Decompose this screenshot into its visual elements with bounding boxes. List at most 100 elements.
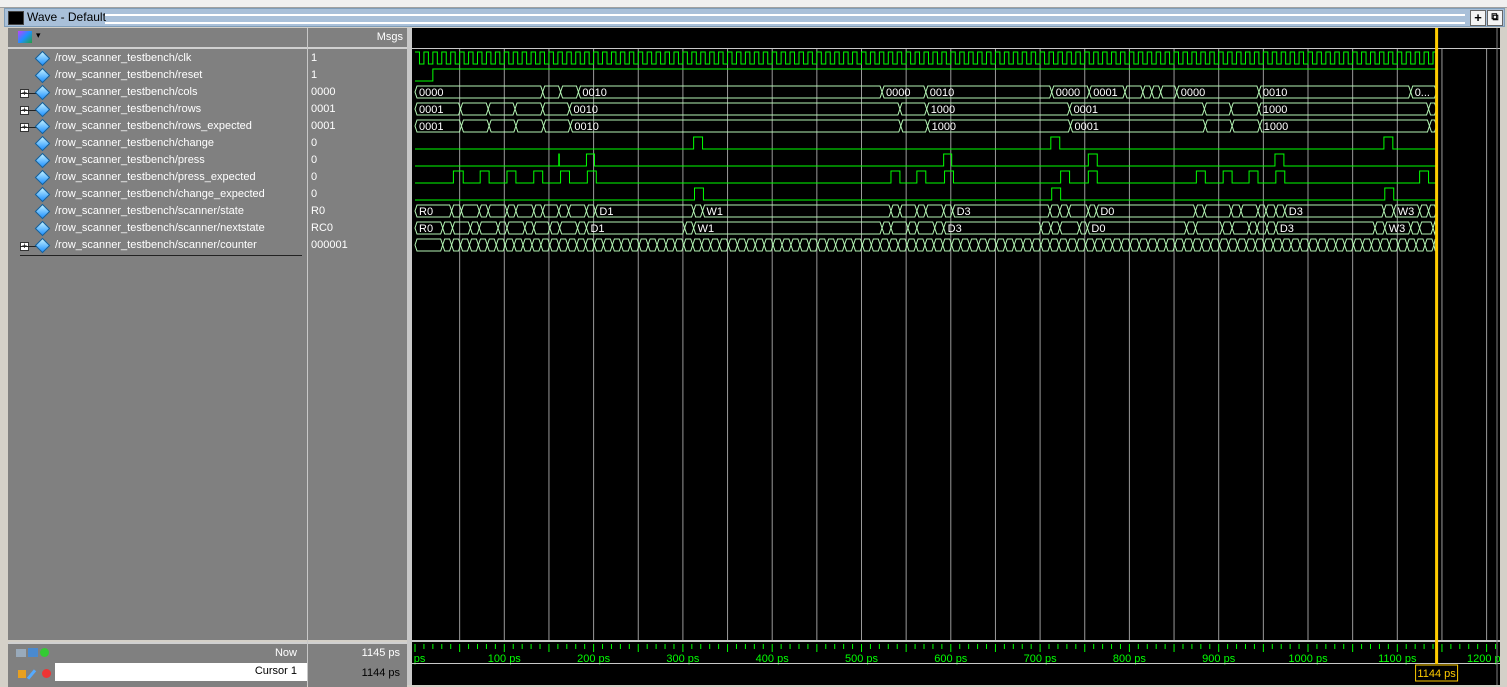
signal-name: /row_scanner_testbench/rows_expected: [55, 120, 252, 132]
bus-segment-counter: [611, 238, 622, 252]
waveform-pane[interactable]: 0000 0010 0000 0010 0000 0001 0000 0010 0... 0001…: [412, 28, 1500, 685]
parent-window-strip: [0, 0, 1507, 8]
titlebar-grip[interactable]: [105, 14, 1465, 24]
bus-segment-counter: [1326, 238, 1337, 252]
signal-row[interactable]: /row_scanner_testbench/clk 1: [0, 50, 407, 67]
dropdown-arrow-icon[interactable]: ▾: [36, 30, 41, 40]
delete-cursor-icon[interactable]: [42, 669, 51, 678]
axis-label: 400 ps: [756, 653, 790, 665]
signal-row[interactable]: /row_scanner_testbench/change_expected 0: [0, 186, 407, 203]
bus-segment-counter: [1102, 238, 1113, 252]
vertical-scrollbar[interactable]: [1500, 28, 1507, 685]
bus-segment-counter: [710, 238, 721, 252]
signal-value: 0001: [311, 120, 336, 132]
signal-row[interactable]: /row_scanner_testbench/reset 1: [0, 67, 407, 84]
bus-segment-counter: [1192, 238, 1203, 252]
bus-segment-counter: [1022, 238, 1033, 252]
insert-cursor-icon[interactable]: [16, 649, 26, 657]
bus-segment-counter: [960, 238, 971, 252]
bus-segment-counter: [781, 238, 792, 252]
bus-segment-counter: [1227, 238, 1238, 252]
bus-segment-counter: [549, 238, 560, 252]
bus-value-rows: 0001: [419, 104, 443, 116]
bus-value-rows: 1000: [931, 104, 955, 116]
bus-segment-counter: [1397, 238, 1408, 252]
bus-segment-nextstate: [881, 221, 892, 235]
cursor-name-field[interactable]: Cursor 1: [55, 663, 307, 681]
axis-label: 800 ps: [1113, 653, 1147, 665]
add-wave-icon[interactable]: [18, 31, 32, 43]
bus-value-rows_expected: 0001: [1074, 121, 1098, 133]
bus-segment-counter: [1049, 238, 1060, 252]
bus-segment-nextstate: [533, 221, 551, 235]
bus-segment-counter: [647, 238, 658, 252]
pane-splitter[interactable]: [307, 28, 308, 685]
bus-segment-counter: [522, 238, 533, 252]
bus-segment-nextstate: [478, 221, 499, 235]
add-cursor-icon[interactable]: [40, 648, 49, 657]
bus-segment-state: [916, 204, 927, 218]
signal-diamond-icon: [34, 50, 51, 67]
insertion-line: [20, 255, 302, 256]
bus-segment-cols: [1142, 85, 1153, 99]
bus-segment-rows: [542, 102, 571, 116]
dock-button[interactable]: +: [1470, 10, 1486, 26]
undock-button[interactable]: ⧉: [1487, 10, 1503, 26]
bus-segment-state: [533, 204, 544, 218]
bus-segment-state: [1059, 204, 1070, 218]
bus-segment-counter: [460, 238, 471, 252]
lock-icon[interactable]: [18, 670, 26, 678]
signal-name: /row_scanner_testbench/scanner/nextstate: [55, 222, 265, 234]
bus-segment-counter: [1281, 238, 1292, 252]
axis-label: 1000 ps: [1288, 653, 1328, 665]
waveform-canvas[interactable]: 0000 0010 0000 0010 0000 0001 0000 0010 0... 0001…: [412, 28, 1500, 685]
wrench-icon[interactable]: [26, 669, 37, 680]
signal-row[interactable]: /row_scanner_testbench/scanner/state R0: [0, 203, 407, 220]
bus-segment-counter: [1147, 238, 1158, 252]
bus-segment-counter: [593, 238, 604, 252]
bus-value-rows_expected: 1000: [1264, 121, 1288, 133]
bus-segment-counter: [1272, 238, 1283, 252]
bus-segment-counter: [531, 238, 542, 252]
signal-value: 0: [311, 137, 318, 149]
bus-value-cols: 0001: [1093, 87, 1117, 99]
bus-value-rows: 0010: [573, 104, 597, 116]
bus-segment-state: [515, 204, 535, 218]
axis-label: 1100 ps: [1378, 653, 1417, 665]
bus-segment-counter: [861, 238, 872, 252]
bus-segment-nextstate: [576, 221, 587, 235]
bus-segment-rows: [460, 102, 489, 116]
bus-value-state: W3: [1398, 206, 1415, 218]
msgs-label: Msgs: [376, 31, 403, 43]
bus-segment-counter: [995, 238, 1006, 252]
bus-segment-rows: [899, 102, 928, 116]
bus-segment-nextstate: [907, 221, 918, 235]
signal-value: 0: [311, 154, 318, 166]
signal-value: RC0: [311, 222, 334, 234]
bus-segment-state: [1068, 204, 1089, 218]
bus-segment-counter: [701, 238, 712, 252]
bus-segment-nextstate: [1050, 221, 1061, 235]
signal-header: ▾: [8, 28, 307, 49]
signal-row[interactable]: /row_scanner_testbench/change 0: [0, 135, 407, 152]
bus-segment-state: [460, 204, 480, 218]
bus-segment-nextstate: [524, 221, 535, 235]
bus-segment-counter: [1263, 238, 1274, 252]
bus-segment-counter: [486, 238, 497, 252]
wave-window-titlebar[interactable]: Wave - Default + ⧉: [4, 8, 1505, 27]
cursor-list-icon[interactable]: [28, 648, 38, 657]
signal-row[interactable]: +/row_scanner_testbench/rows_expected000…: [0, 118, 407, 135]
signal-value-pane: [308, 28, 407, 640]
bus-segment-counter: [835, 238, 846, 252]
signal-row[interactable]: +/row_scanner_testbench/scanner/counter0…: [0, 237, 407, 254]
bus-segment-state: [1383, 204, 1395, 218]
signal-row[interactable]: /row_scanner_testbench/press_expected 0: [0, 169, 407, 186]
bus-segment-counter: [1424, 238, 1435, 252]
signal-row[interactable]: /row_scanner_testbench/press 0: [0, 152, 407, 169]
bus-segment-state: [899, 204, 918, 218]
pane-splitter-wave[interactable]: [407, 28, 412, 685]
signal-row[interactable]: /row_scanner_testbench/scanner/nextstate…: [0, 220, 407, 237]
bus-segment-rows_expected: [488, 119, 517, 133]
